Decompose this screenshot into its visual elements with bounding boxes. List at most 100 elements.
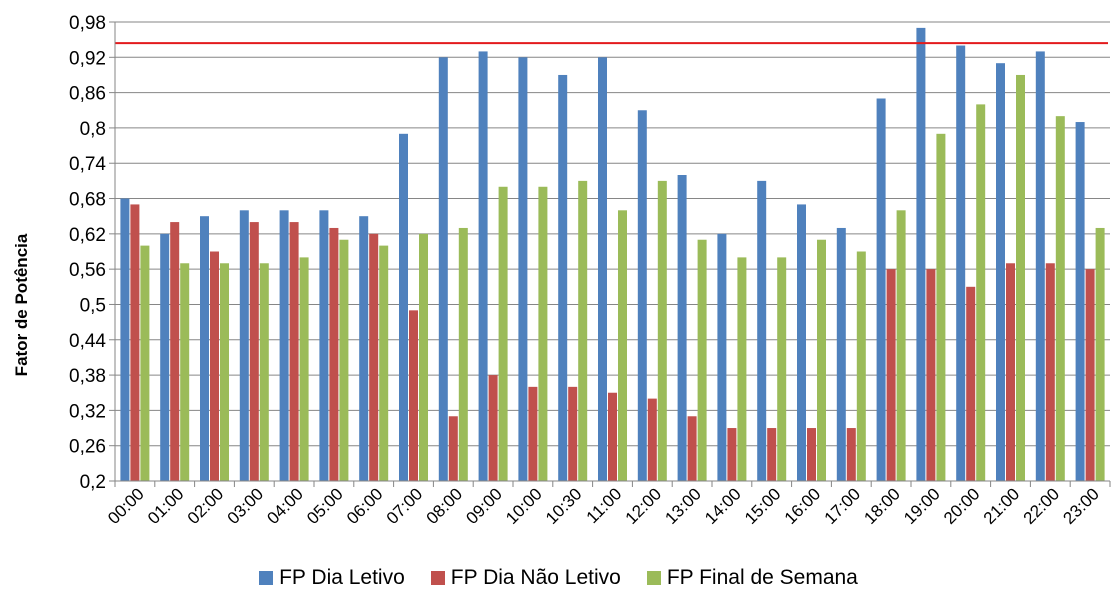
legend-swatch — [646, 571, 661, 585]
y-axis-title: Fator de Potência — [12, 233, 31, 376]
bar-1-0000 — [120, 198, 130, 482]
bar-1-1300 — [677, 175, 687, 481]
bar-2-1900 — [926, 269, 936, 481]
x-tick-label: 13:00 — [661, 484, 705, 528]
x-tick-label: 06:00 — [343, 484, 387, 528]
bar-1-0900 — [478, 51, 488, 482]
bar-2-1400 — [727, 428, 737, 481]
legend-item: FP Dia Não Letivo — [430, 566, 621, 590]
x-tick-label: 04:00 — [263, 484, 307, 528]
bar-3-1030 — [578, 180, 588, 481]
bar-3-0500 — [339, 239, 349, 481]
bar-2-1100 — [608, 392, 617, 481]
bar-2-0400 — [289, 222, 299, 482]
y-tick-label: 0,26 — [69, 437, 106, 458]
bar-1-1700 — [836, 227, 846, 481]
x-tick-label: 17:00 — [821, 484, 865, 528]
x-tick-label: 12:00 — [622, 484, 666, 528]
bar-1-1100 — [598, 57, 607, 482]
bar-2-1600 — [807, 428, 816, 481]
bar-1-2200 — [1035, 51, 1045, 482]
x-tick-label: 19:00 — [900, 484, 944, 528]
bar-1-2300 — [1075, 122, 1085, 482]
bar-2-2100 — [1006, 263, 1015, 481]
y-tick-label: 0,32 — [69, 401, 106, 422]
y-tick-label: 0,8 — [80, 119, 106, 140]
bar-3-1100 — [618, 210, 627, 482]
bar-2-0600 — [369, 233, 379, 481]
bar-2-1200 — [647, 398, 657, 481]
bar-2-1300 — [687, 416, 697, 481]
legend-label: FP Dia Letivo — [279, 566, 405, 589]
x-tick-label: 22:00 — [1020, 484, 1064, 528]
y-tick-labels: 0,2 0,26 0,32 0,38 0,44 0,5 0,56 0,62 0,68 0,74 0,… — [69, 13, 115, 493]
bar-1-1900 — [916, 27, 926, 482]
bar-1-1200 — [637, 110, 647, 482]
x-tick-label: 08:00 — [423, 484, 467, 528]
bar-1-0100 — [160, 233, 170, 481]
legend-item: FP Final de Semana — [646, 566, 858, 590]
legend-swatch — [259, 571, 274, 585]
bar-1-0200 — [200, 216, 209, 481]
bar-1-1500 — [757, 180, 767, 481]
bar-3-0400 — [299, 257, 309, 481]
x-tick-label: 07:00 — [383, 484, 427, 528]
bar-2-1700 — [846, 428, 856, 481]
x-tick-label: 03:00 — [224, 484, 268, 528]
bar-2-0000 — [130, 204, 140, 481]
x-tick-label: 11:00 — [583, 484, 626, 527]
bars — [120, 27, 1105, 482]
bar-3-1200 — [657, 180, 667, 481]
bar-2-0500 — [329, 227, 339, 481]
x-tick-label: 14:00 — [701, 484, 745, 528]
bar-2-1500 — [767, 428, 777, 481]
legend-label: FP Final de Semana — [666, 566, 858, 589]
bar-3-0800 — [458, 227, 468, 481]
bar-1-2000 — [956, 45, 966, 482]
legend-label: FP Dia Não Letivo — [450, 566, 621, 589]
x-tick-label: 20:00 — [940, 484, 984, 528]
y-tick-label: 0,98 — [69, 13, 106, 34]
y-tick-label: 0,92 — [69, 48, 106, 69]
bar-2-2200 — [1045, 263, 1055, 481]
x-tick-label: 10:30 — [542, 484, 586, 528]
bar-3-0600 — [379, 245, 389, 481]
bar-3-0700 — [419, 233, 428, 481]
axes — [114, 22, 1111, 487]
x-tick-label: 15:00 — [741, 484, 785, 528]
bar-2-0300 — [249, 222, 259, 482]
bar-3-1000 — [538, 186, 548, 481]
x-tick-label: 16:00 — [781, 484, 825, 528]
bar-2-0200 — [210, 251, 219, 481]
bar-3-1600 — [817, 239, 826, 481]
bar-2-2000 — [966, 286, 976, 481]
bar-1-2100 — [996, 63, 1005, 481]
x-tick-label: 09:00 — [462, 484, 506, 528]
x-tick-label: 21:00 — [980, 484, 1024, 528]
legend-item: FP Dia Letivo — [259, 566, 405, 590]
bar-3-1900 — [936, 133, 946, 482]
bar-2-0900 — [488, 375, 498, 481]
bar-2-0800 — [448, 416, 458, 481]
bar-3-1400 — [737, 257, 747, 481]
bar-2-1030 — [568, 386, 578, 481]
bar-3-1800 — [896, 210, 906, 482]
bar-1-0500 — [319, 210, 329, 482]
x-tick-label: 02:00 — [184, 484, 228, 528]
x-tick-label: 01:00 — [144, 484, 188, 528]
bar-2-1000 — [528, 386, 538, 481]
bar-1-0700 — [399, 133, 408, 482]
bar-3-0900 — [498, 186, 508, 481]
y-tick-label: 0,38 — [69, 366, 106, 387]
bar-3-1300 — [697, 239, 707, 481]
y-tick-label: 0,86 — [69, 84, 106, 105]
bar-2-0100 — [170, 222, 180, 482]
bar-1-1800 — [876, 98, 886, 481]
y-tick-label: 0,74 — [69, 154, 106, 175]
bar-1-0400 — [279, 210, 289, 482]
x-tick-label: 05:00 — [303, 484, 347, 528]
bar-1-1600 — [797, 204, 806, 481]
y-tick-label: 0,62 — [69, 225, 106, 246]
y-tick-label: 0,44 — [69, 331, 106, 352]
